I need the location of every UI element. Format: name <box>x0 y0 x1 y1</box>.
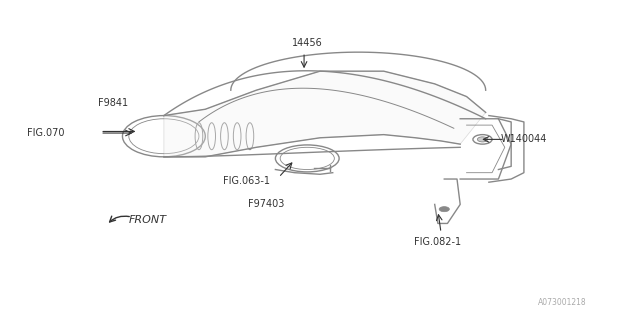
Text: F9841: F9841 <box>98 98 128 108</box>
Circle shape <box>439 207 449 212</box>
Text: FIG.070: FIG.070 <box>28 128 65 138</box>
Text: FIG.082-1: FIG.082-1 <box>414 237 461 247</box>
Text: FIG.063-1: FIG.063-1 <box>223 176 270 186</box>
Text: 14456: 14456 <box>292 38 323 48</box>
Polygon shape <box>164 71 486 157</box>
Circle shape <box>477 137 488 142</box>
Text: A073001218: A073001218 <box>538 298 586 307</box>
Text: F97403: F97403 <box>248 199 284 209</box>
Text: FRONT: FRONT <box>129 215 167 225</box>
Text: W140044: W140044 <box>500 134 547 144</box>
